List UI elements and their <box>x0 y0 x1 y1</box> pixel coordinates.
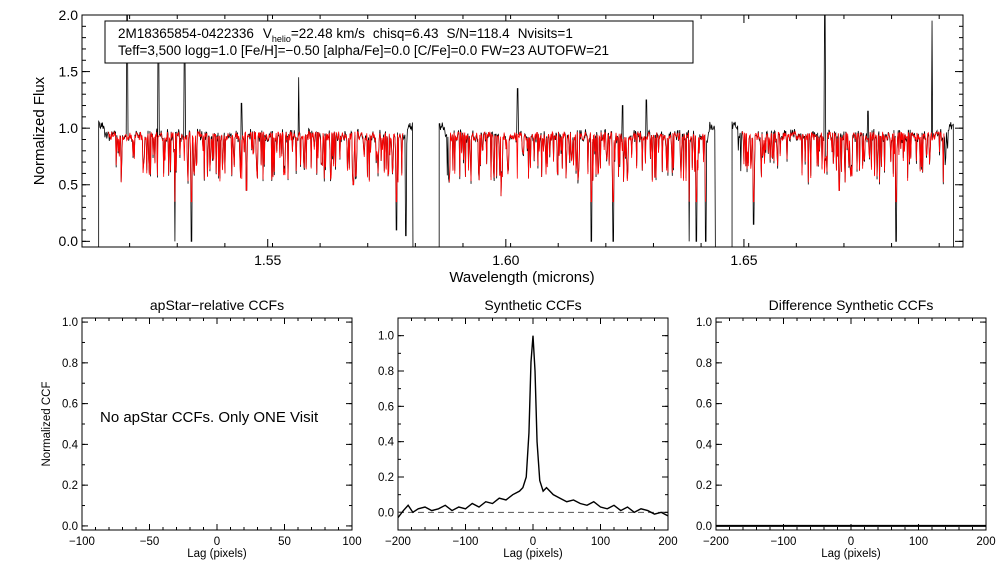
y-tick-label: 0.2 <box>696 480 712 492</box>
model-flux-line <box>741 130 945 203</box>
synthetic-ccf-panel: −200 −100 0 100 200 0.0 0.2 0.4 0.6 0.8 1.0 Synthe… <box>378 297 678 560</box>
x-tick-label: 1.60 <box>492 252 519 268</box>
x-tick-label: 1.65 <box>730 252 757 268</box>
vhelio-label: V <box>263 26 272 41</box>
y-tick-label: 0.4 <box>62 439 79 451</box>
difference-ccf-title: Difference Synthetic CCFs <box>769 297 934 313</box>
spectrum-model-series <box>108 130 945 203</box>
model-flux-line <box>108 130 404 203</box>
y-tick-label: 2.0 <box>59 7 79 23</box>
x-tick-label: 100 <box>591 536 610 548</box>
x-tick-label: 200 <box>976 536 995 548</box>
vhelio-value: =22.48 km/s <box>291 26 365 41</box>
star-info-box <box>104 20 694 64</box>
observed-flux-line <box>731 14 954 248</box>
y-tick-label: 0.4 <box>378 437 395 449</box>
vhelio-subscript: helio <box>272 34 291 44</box>
synthetic-ccf-title: Synthetic CCFs <box>484 297 581 313</box>
y-tick-label: 0.8 <box>378 366 394 378</box>
x-tick-label: 200 <box>658 536 677 548</box>
y-tick-label: 0.0 <box>696 521 712 533</box>
y-tick-label: 0.6 <box>378 401 394 413</box>
difference-ccf-panel: −200 −100 0 100 200 0.0 0.2 0.4 0.6 0.8 1.0 Differ… <box>696 297 996 560</box>
apstar-ccf-title: apStar−relative CCFs <box>150 297 284 313</box>
y-tick-label: 0.6 <box>696 399 712 411</box>
star-params-line: Teff=3,500 logg=1.0 [Fe/H]=−0.50 [alpha/… <box>118 43 609 58</box>
x-tick-label: −50 <box>140 536 160 548</box>
y-tick-label: 1.5 <box>59 63 79 79</box>
synthetic-ccf-frame <box>397 317 669 531</box>
synthetic-ccf-x-label: Lag (pixels) <box>503 548 563 560</box>
difference-ccf-ticks: −200 −100 0 100 200 0.0 0.2 0.4 0.6 0.8 1.0 <box>696 317 996 548</box>
y-tick-label: 0.8 <box>696 358 712 370</box>
chisq: chisq=6.43 <box>373 26 439 41</box>
apstar-ccf-x-label: Lag (pixels) <box>187 548 247 560</box>
x-tick-label: −200 <box>703 536 729 548</box>
y-tick-label: 0.8 <box>62 358 78 370</box>
spectrum-panel: 1.55 1.60 1.65 0.0 0.5 1.0 1.5 2.0 2M18365854-0… <box>31 7 964 286</box>
x-tick-label: −100 <box>771 536 797 548</box>
x-tick-label: 50 <box>278 536 291 548</box>
x-tick-label: −100 <box>69 536 95 548</box>
nvisits: Nvisits=1 <box>518 26 573 41</box>
spectrum-frame <box>81 14 964 248</box>
apstar-ccf-ticks: −100 −50 0 50 100 0.0 0.2 0.4 0.6 0.8 1.0 <box>62 317 362 548</box>
synthetic-ccf-series <box>397 335 669 519</box>
y-tick-label: 0.0 <box>59 233 79 249</box>
no-ccf-note: No apStar CCFs. Only ONE Visit <box>100 409 319 426</box>
spectrum-x-ticks: 1.55 1.60 1.65 0.0 0.5 1.0 1.5 2.0 <box>59 7 963 268</box>
x-tick-label: 1.55 <box>254 252 281 268</box>
y-tick-label: 0.0 <box>62 521 78 533</box>
apstar-ccf-panel: −100 −50 0 50 100 0.0 0.2 0.4 0.6 0.8 1.0 apStar−r… <box>41 297 362 560</box>
spectrum-y-label: Normalized Flux <box>31 76 48 185</box>
y-tick-label: 0.0 <box>378 507 394 519</box>
x-tick-label: 0 <box>214 536 220 548</box>
x-tick-label: 0 <box>848 536 854 548</box>
y-tick-label: 0.6 <box>62 399 78 411</box>
y-tick-label: 1.0 <box>59 120 79 136</box>
y-tick-label: 0.2 <box>62 480 78 492</box>
model-flux-line <box>448 130 706 203</box>
synthetic-ccf-ticks: −200 −100 0 100 200 0.0 0.2 0.4 0.6 0.8 1.0 <box>378 317 678 548</box>
y-tick-label: 1.0 <box>62 317 78 329</box>
y-tick-label: 0.2 <box>378 472 394 484</box>
star-info-line-1: 2M18365854-0422336 Vhelio=22.48 km/s chisq… <box>118 26 573 44</box>
y-tick-label: 1.0 <box>378 331 394 343</box>
x-tick-label: 0 <box>530 536 536 548</box>
synthetic-ccf-line <box>397 335 669 519</box>
apstar-ccf-y-label: Normalized CCF <box>41 382 53 467</box>
x-tick-label: 100 <box>342 536 361 548</box>
difference-ccf-x-label: Lag (pixels) <box>821 548 881 560</box>
x-tick-label: −200 <box>385 536 411 548</box>
spectrum-x-label: Wavelength (microns) <box>449 269 594 286</box>
x-tick-label: −100 <box>453 536 479 548</box>
difference-ccf-frame <box>715 317 987 531</box>
x-tick-label: 100 <box>909 536 928 548</box>
star-id: 2M18365854-0422336 <box>118 26 254 41</box>
y-tick-label: 0.5 <box>59 177 79 193</box>
y-tick-label: 0.4 <box>696 439 713 451</box>
signal-to-noise: S/N=118.4 <box>447 26 511 41</box>
y-tick-label: 1.0 <box>696 317 712 329</box>
